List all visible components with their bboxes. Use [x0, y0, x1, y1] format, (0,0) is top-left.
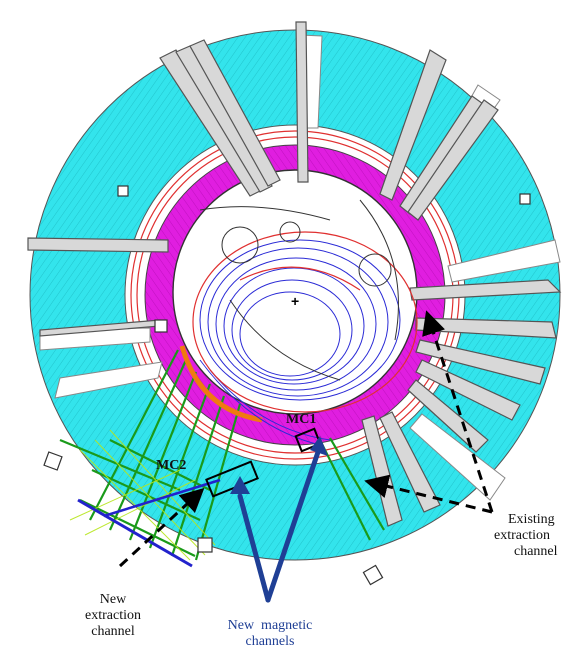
mc2-label: MC2 — [156, 458, 187, 473]
new-magnetic-label: New magnetic channels — [227, 618, 313, 650]
mc1-box — [294, 427, 322, 453]
center-mark: + — [291, 293, 299, 309]
existing-extraction-label: Existing extraction channel — [494, 512, 558, 560]
mc1-label: MC1 — [286, 412, 317, 427]
new-extraction-label: New extraction channel — [85, 592, 141, 640]
